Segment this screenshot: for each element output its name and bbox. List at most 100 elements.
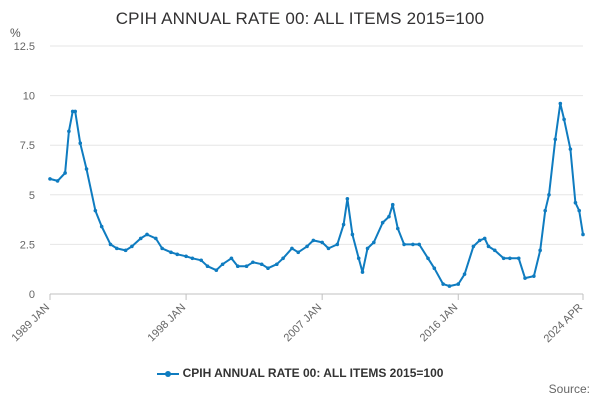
data-point	[417, 242, 421, 247]
data-point	[229, 256, 234, 261]
data-point	[532, 274, 536, 278]
data-point	[341, 222, 346, 227]
data-point	[573, 200, 578, 205]
data-point	[48, 177, 52, 181]
data-point	[251, 260, 255, 265]
data-point	[67, 129, 71, 134]
data-point	[411, 242, 415, 247]
x-axis-ticks: 1989 JAN 1998 JAN 2007 JAN 2016 JAN 2024 APR	[9, 294, 585, 345]
data-point	[160, 246, 164, 251]
legend[interactable]: CPIH ANNUAL RATE 00: ALL ITEMS 2015=100	[0, 366, 600, 380]
data-point	[235, 264, 240, 269]
x-tick-label: 2024 APR	[542, 302, 586, 346]
data-point	[184, 254, 188, 259]
data-point	[220, 262, 225, 267]
data-point	[99, 224, 104, 229]
data-point	[356, 256, 361, 261]
y-tick-label: 2.5	[20, 239, 35, 251]
data-point	[108, 242, 113, 247]
data-point	[360, 270, 365, 274]
data-point	[477, 238, 482, 243]
data-point	[365, 246, 370, 251]
data-point	[372, 240, 376, 245]
data-point	[205, 264, 210, 269]
data-point	[447, 284, 452, 288]
data-point	[543, 208, 547, 213]
legend-label: CPIH ANNUAL RATE 00: ALL ITEMS 2015=100	[182, 366, 444, 380]
data-point	[471, 244, 476, 249]
y-tick-label: 7.5	[20, 140, 35, 152]
data-point	[568, 147, 573, 151]
data-point	[562, 117, 566, 122]
data-point	[259, 262, 264, 267]
data-point	[123, 248, 128, 253]
data-point	[501, 256, 506, 261]
data-point	[244, 264, 249, 269]
data-point	[84, 167, 89, 171]
data-point	[311, 238, 316, 243]
data-point	[78, 141, 83, 146]
data-point	[456, 282, 461, 286]
chart-title: CPIH ANNUAL RATE 00: ALL ITEMS 2015=100	[115, 9, 485, 28]
data-point	[432, 266, 437, 271]
y-tick-label: 0	[29, 289, 35, 301]
data-point	[395, 226, 400, 231]
data-point	[114, 246, 119, 251]
data-point	[547, 193, 551, 197]
x-tick-label: 2016 JAN	[418, 302, 461, 345]
data-point	[275, 262, 279, 267]
source-label: Source:	[548, 382, 590, 396]
data-point	[199, 258, 204, 263]
data-point	[130, 244, 134, 249]
data-point	[145, 232, 149, 237]
data-point	[154, 236, 158, 241]
data-point	[492, 248, 497, 253]
data-point	[138, 236, 143, 241]
legend-marker-icon	[156, 369, 179, 379]
series-points	[48, 101, 585, 288]
data-point	[462, 272, 467, 276]
data-point	[553, 137, 558, 142]
data-point	[538, 248, 542, 253]
y-axis-ticks: 0 2.5 5 7.5 10 12.5	[14, 41, 35, 301]
data-point	[190, 256, 195, 261]
data-point	[387, 214, 391, 219]
data-point	[577, 208, 582, 213]
data-point	[486, 244, 491, 249]
data-point	[290, 246, 294, 251]
data-point	[296, 250, 301, 255]
data-point	[305, 244, 309, 249]
y-tick-label: 10	[23, 91, 35, 103]
x-tick-label: 2007 JAN	[282, 302, 325, 345]
y-tick-label: 12.5	[14, 41, 35, 53]
data-point	[345, 196, 350, 201]
data-point	[402, 242, 406, 247]
data-point	[63, 171, 67, 175]
data-point	[390, 202, 395, 207]
y-tick-label: 5	[29, 190, 35, 202]
data-point	[55, 179, 60, 183]
data-point	[214, 268, 219, 272]
gridlines	[50, 45, 583, 295]
data-point	[441, 282, 445, 286]
data-point	[326, 246, 331, 251]
x-tick-label: 1989 JAN	[9, 302, 52, 345]
x-tick-label: 1998 JAN	[146, 302, 189, 345]
data-point	[70, 109, 75, 114]
data-point	[93, 208, 98, 213]
data-point	[266, 266, 270, 271]
data-point	[380, 220, 385, 225]
data-point	[581, 232, 585, 237]
y-axis-unit-label: %	[10, 26, 21, 40]
data-point	[169, 250, 173, 255]
data-point	[516, 256, 521, 261]
data-point	[73, 109, 78, 114]
data-point	[558, 101, 563, 106]
data-point	[508, 256, 512, 261]
data-point	[320, 240, 324, 245]
data-point	[482, 236, 487, 241]
data-point	[281, 256, 285, 261]
data-point	[335, 242, 340, 247]
data-point	[426, 256, 430, 261]
